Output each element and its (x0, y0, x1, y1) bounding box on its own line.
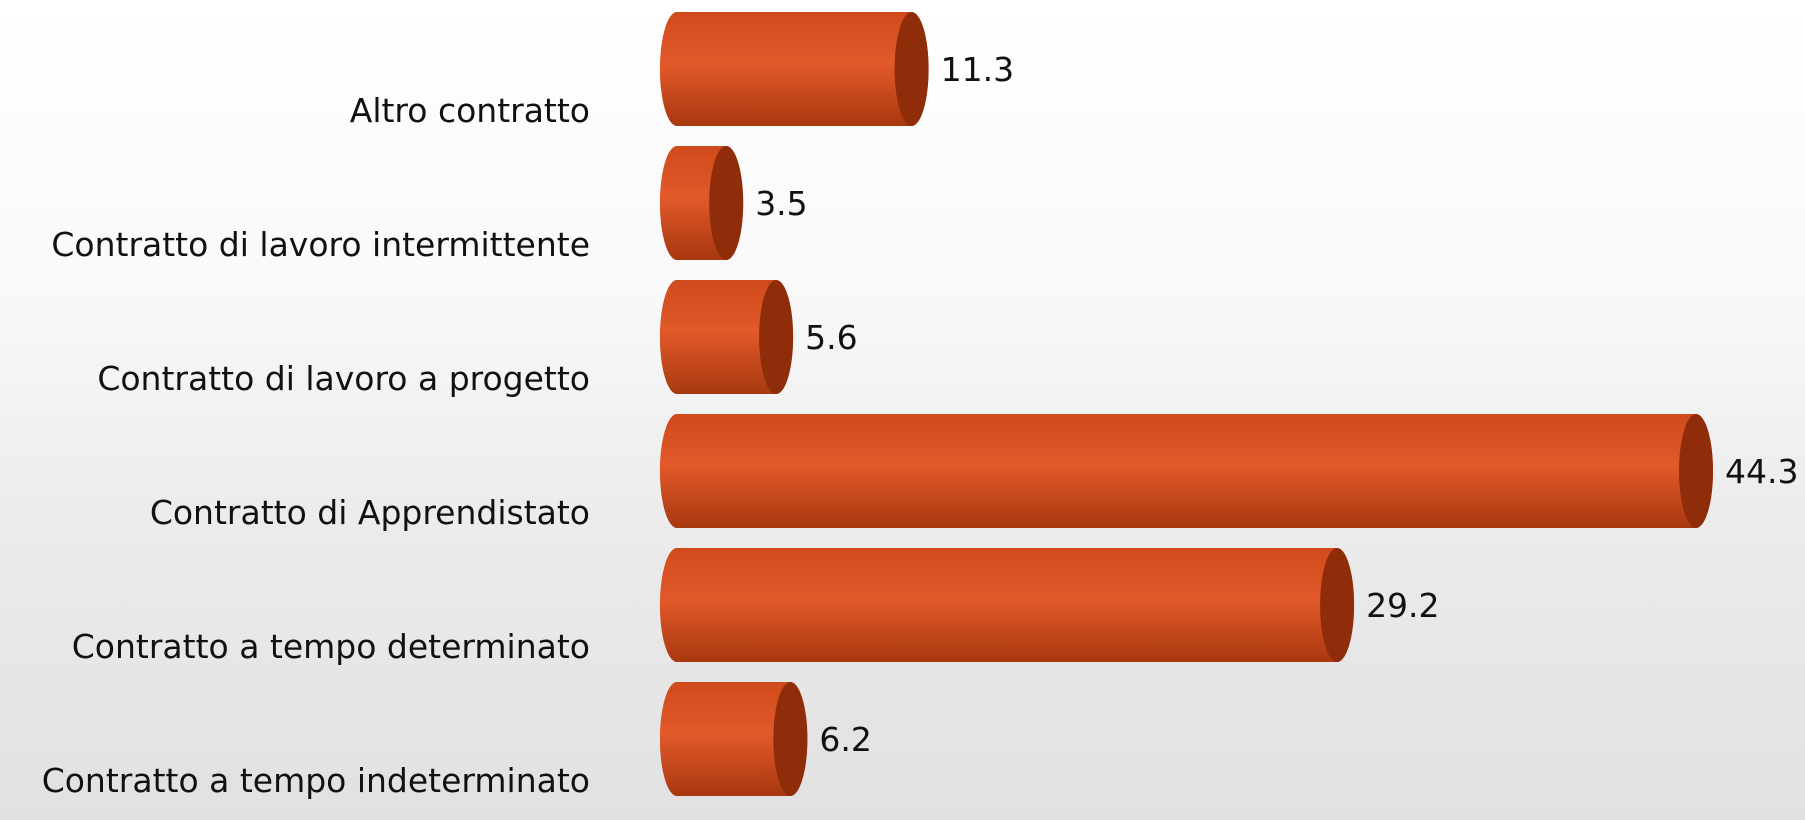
bar-start-cap (660, 682, 677, 796)
bars-layer (660, 12, 1713, 796)
bar-start-cap (660, 12, 677, 126)
bar-end-cap (1679, 414, 1713, 528)
bar-body (660, 280, 794, 394)
value-label: 3.5 (755, 184, 807, 223)
category-label: Altro contratto (350, 91, 590, 130)
bar (660, 12, 929, 126)
bar (660, 682, 808, 796)
bar-start-cap (660, 548, 677, 662)
category-label: Contratto di lavoro intermittente (51, 225, 590, 264)
bar-body (660, 414, 1713, 528)
category-label: Contratto di Apprendistato (150, 493, 590, 532)
bar (660, 280, 794, 394)
bar-start-cap (660, 414, 677, 528)
category-label: Contratto a tempo determinato (72, 627, 590, 666)
category-label: Contratto a tempo indeterminato (42, 761, 590, 800)
bar-body (660, 12, 929, 126)
bar-end-cap (759, 280, 794, 394)
value-label: 11.3 (941, 50, 1014, 89)
bar-end-cap (709, 146, 744, 260)
bar-start-cap (660, 280, 677, 394)
bar-body (660, 548, 1355, 662)
category-label: Contratto di lavoro a progetto (97, 359, 590, 398)
value-label: 29.2 (1366, 586, 1439, 625)
bar (660, 146, 744, 260)
bar-end-cap (773, 682, 808, 796)
value-label: 5.6 (805, 318, 857, 357)
labels-layer: 11.3 3.5 5.6 44.3 29.2 6.2 Altro contratto Cont… (42, 50, 1799, 800)
value-label: 44.3 (1725, 452, 1798, 491)
bar (660, 414, 1713, 528)
bar-end-cap (894, 12, 929, 126)
bar-end-cap (1320, 548, 1355, 662)
bar-body (660, 682, 808, 796)
value-label: 6.2 (819, 720, 871, 759)
bar-start-cap (660, 146, 677, 260)
bar (660, 548, 1355, 662)
